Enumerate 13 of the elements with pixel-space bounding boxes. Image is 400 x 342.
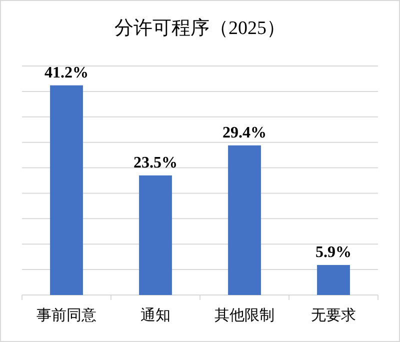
bar: [139, 175, 172, 295]
bar: [50, 85, 83, 295]
data-label: 29.4%: [222, 124, 266, 142]
data-label: 5.9%: [316, 244, 352, 261]
x-tick-label: 事前同意: [36, 307, 96, 324]
x-tick-label: 无要求: [311, 307, 356, 324]
data-label: 41.2%: [44, 64, 88, 82]
x-tick-label: 其他限制: [214, 307, 274, 324]
bar: [228, 145, 261, 295]
x-tick-label: 通知: [140, 307, 170, 324]
bar: [317, 264, 350, 295]
chart-title: 分许可程序（2025）: [114, 17, 286, 39]
data-label: 23.5%: [134, 154, 178, 172]
